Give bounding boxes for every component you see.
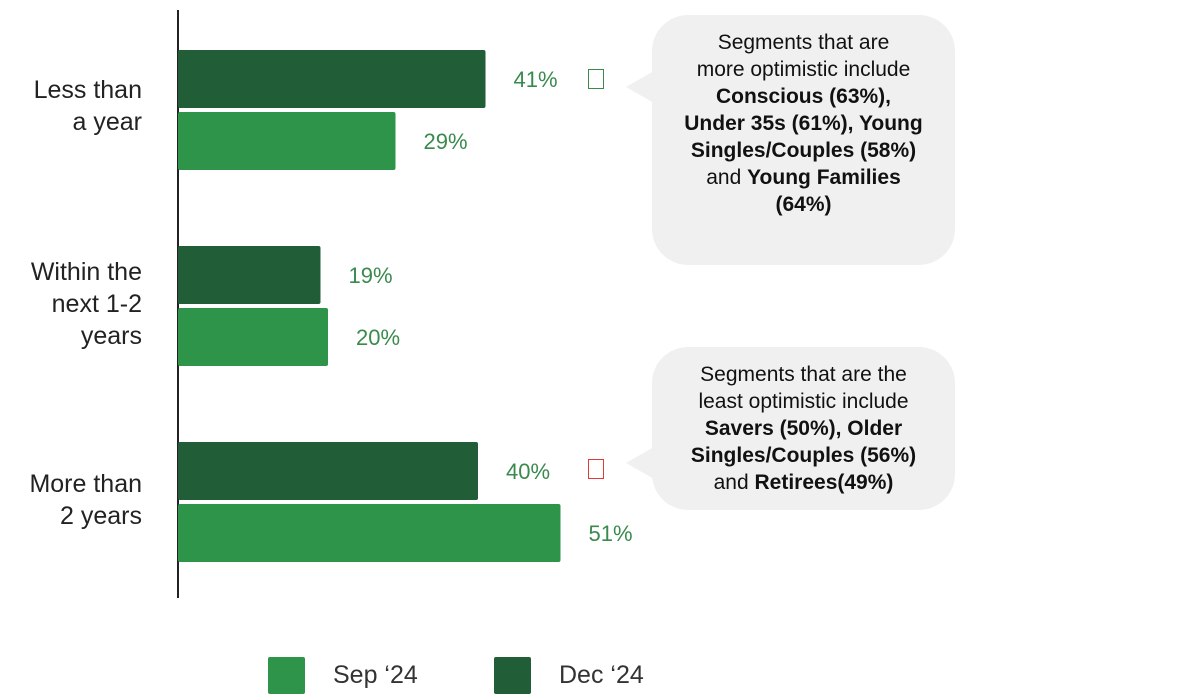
- callout-bold-text: Under 35s (61%), Young: [684, 112, 923, 135]
- callout-marker-icon: [588, 459, 604, 479]
- legend-item: Dec ‘24: [494, 657, 644, 694]
- callout-bold-text: (64%): [775, 193, 832, 216]
- legend-item: Sep ‘24: [268, 657, 418, 694]
- callout-marker-icon: [588, 69, 604, 89]
- bar: [178, 442, 478, 500]
- callout-line: Conscious (63%),: [652, 83, 955, 110]
- legend-label: Dec ‘24: [559, 661, 644, 689]
- data-label: 29%: [424, 129, 468, 154]
- callout-line: and Retirees(49%): [652, 469, 955, 496]
- callout-text: and: [706, 166, 748, 189]
- callout-line: Savers (50%), Older: [652, 415, 955, 442]
- legend-label: Sep ‘24: [333, 661, 418, 689]
- callout-text: and: [713, 471, 755, 494]
- bar: [178, 112, 396, 170]
- callout-text: Segments that are the: [700, 363, 907, 386]
- callout-bold-text: Conscious (63%),: [715, 85, 892, 108]
- bar: [178, 504, 561, 562]
- callout-bold-text: Savers (50%), Older: [704, 417, 903, 440]
- callout-bold-text: Singles/Couples (56%): [690, 444, 917, 467]
- data-label: 19%: [349, 263, 393, 288]
- callout-line: least optimistic include: [652, 388, 955, 415]
- callout-line: Singles/Couples (58%): [652, 137, 955, 164]
- callout-line: Segments that are: [652, 29, 955, 56]
- callout-text: more optimistic include: [696, 58, 911, 81]
- callout-line: Segments that are the: [652, 361, 955, 388]
- bar: [178, 50, 486, 108]
- callout-line: (64%): [652, 191, 955, 218]
- data-label: 20%: [356, 325, 400, 350]
- callout-line: Under 35s (61%), Young: [652, 110, 955, 137]
- callout-bubble: Segments that are more optimistic include…: [626, 15, 955, 265]
- callout-bold-text: Young Families: [747, 166, 901, 189]
- legend-swatch: [494, 657, 531, 694]
- category-label: More than 2 years: [29, 470, 142, 530]
- data-label: 40%: [506, 459, 550, 484]
- category-label: Less than a year: [33, 76, 142, 136]
- legend-swatch: [268, 657, 305, 694]
- callout-line: and Young Families: [652, 164, 955, 191]
- bar: [178, 308, 328, 366]
- category-label: Within the next 1-2 years: [30, 258, 142, 350]
- data-label: 41%: [514, 67, 558, 92]
- callout-line: more optimistic include: [652, 56, 955, 83]
- callout-text: Segments that are: [717, 31, 890, 54]
- bar: [178, 246, 321, 304]
- callout-bubble: Segments that are the least optimistic in…: [626, 347, 955, 510]
- callout-bold-text: Retirees(49%): [754, 471, 894, 494]
- callout-line: Singles/Couples (56%): [652, 442, 955, 469]
- callout-text: least optimistic include: [698, 390, 909, 413]
- callout-bold-text: Singles/Couples (58%): [690, 139, 917, 162]
- data-label: 51%: [589, 521, 633, 546]
